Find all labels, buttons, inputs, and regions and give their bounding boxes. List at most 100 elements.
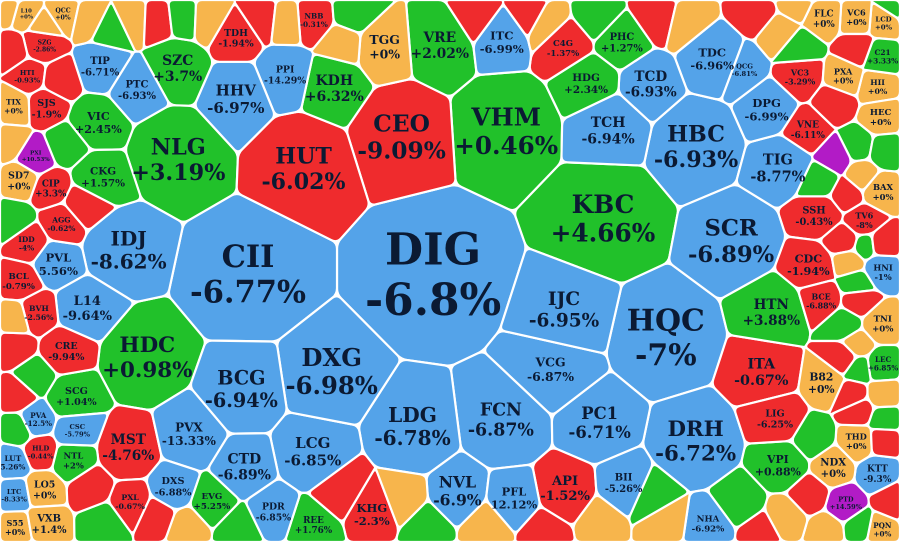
cell-minor[interactable] xyxy=(63,184,117,231)
cell-ticker-idj: IDJ xyxy=(111,227,147,251)
cell-minor[interactable] xyxy=(805,339,856,375)
cell-hld[interactable] xyxy=(22,433,59,472)
cell-ticker-tix: TIX xyxy=(6,98,21,107)
cell-change-bvh: -2.56% xyxy=(24,313,54,322)
cell-change-vc3: -3.29% xyxy=(785,76,816,86)
cell-ticker-flc: FLC xyxy=(814,10,833,20)
cell-change-hqc: -7% xyxy=(635,338,697,373)
cell-change-ceo: -9.09% xyxy=(357,138,446,165)
cell-minor[interactable] xyxy=(0,370,39,414)
cell-minor[interactable] xyxy=(270,0,302,47)
cell-ticker-dxs: DXS xyxy=(162,476,185,487)
cell-minor[interactable] xyxy=(42,52,85,103)
cell-ticker-hec: HEC xyxy=(870,108,892,118)
cell-change-ldg: -6.78% xyxy=(374,426,450,450)
cell-change-tix: +0% xyxy=(4,106,23,115)
cell-minor[interactable] xyxy=(853,233,875,261)
cell-minor[interactable] xyxy=(868,132,900,173)
cell-ticker-lut: LUT xyxy=(5,454,22,463)
cell-minor[interactable] xyxy=(572,494,633,542)
cell-minor[interactable] xyxy=(0,123,35,166)
cell-minor[interactable] xyxy=(754,12,803,61)
cell-minor[interactable] xyxy=(110,0,147,53)
cell-change-pxl: -0.67% xyxy=(115,502,145,511)
cell-minor[interactable] xyxy=(829,174,865,214)
cell-minor[interactable] xyxy=(665,0,723,55)
cell-change-tip: -6.71% xyxy=(81,68,120,79)
cell-minor[interactable] xyxy=(827,32,875,68)
cell-minor[interactable] xyxy=(0,298,30,335)
cell-change-itc: -6.99% xyxy=(480,42,524,56)
cell-ticker-vne: VNE xyxy=(796,121,819,131)
cell-minor[interactable] xyxy=(867,405,900,432)
cell-change-agg: -0.62% xyxy=(47,224,75,233)
cell-minor[interactable] xyxy=(331,0,396,34)
cell-ticker-qcc: QCC xyxy=(55,7,70,14)
cell-minor[interactable] xyxy=(795,160,840,198)
cell-minor[interactable] xyxy=(625,0,677,51)
cell-change-pfl: 12.12% xyxy=(491,498,538,512)
cell-minor[interactable] xyxy=(866,378,900,409)
cell-minor[interactable] xyxy=(527,0,572,53)
cell-change-sd7: +0% xyxy=(7,181,30,192)
cell-change-hut: -6.02% xyxy=(262,169,346,195)
cell-minor[interactable] xyxy=(11,353,58,400)
cell-minor[interactable] xyxy=(167,0,197,42)
cell-ticker-ldg: LDG xyxy=(388,403,437,427)
cell-minor[interactable] xyxy=(28,6,64,37)
cell-change-htn: +3.88% xyxy=(743,313,800,329)
cell-change-evg: +5.25% xyxy=(194,502,231,512)
cell-ijc[interactable] xyxy=(499,247,623,354)
cell-minor[interactable] xyxy=(233,0,277,48)
cell-l14[interactable] xyxy=(54,273,134,343)
cell-ticker-tch: TCH xyxy=(591,115,626,131)
cell-minor[interactable] xyxy=(809,84,861,129)
cell-minor[interactable] xyxy=(308,452,377,522)
cell-minor[interactable] xyxy=(0,0,19,31)
cell-minor[interactable] xyxy=(0,411,32,448)
cell-ticker-bce: BCE xyxy=(812,293,831,302)
cell-minor[interactable] xyxy=(65,464,116,514)
cell-minor[interactable] xyxy=(707,465,769,528)
cell-change-phc: +1.27% xyxy=(601,44,643,55)
cell-ticker-ptc: PTC xyxy=(126,80,149,91)
cell-change-ptd: +14.59% xyxy=(830,503,863,511)
cell-minor[interactable] xyxy=(310,23,362,65)
cell-ticker-bcg: BCG xyxy=(217,367,265,390)
cell-minor[interactable] xyxy=(0,196,39,245)
cell-change-bii: -5.26% xyxy=(605,484,643,495)
cell-minor[interactable] xyxy=(833,269,876,295)
cell-change-pvx: -13.33% xyxy=(162,434,217,448)
cell-minor[interactable] xyxy=(142,0,173,49)
cell-change-kbc: +4.66% xyxy=(551,218,656,247)
cell-change-ree: +1.76% xyxy=(295,526,333,536)
cell-change-tdh: -1.94% xyxy=(218,39,254,50)
cell-change-drh: -6.72% xyxy=(655,442,736,467)
cell-minor[interactable] xyxy=(843,158,880,191)
cell-change-hhv: -6.97% xyxy=(207,99,264,117)
cell-minor[interactable] xyxy=(839,289,886,318)
cell-change-kdh: +6.32% xyxy=(305,89,364,105)
cell-change-api: -1.52% xyxy=(540,489,590,504)
cell-minor[interactable] xyxy=(0,331,40,374)
cell-minor[interactable] xyxy=(831,250,866,278)
cell-change-ita: -0.67% xyxy=(734,373,789,389)
cell-minor[interactable] xyxy=(628,463,689,526)
cell-vcg[interactable] xyxy=(484,330,611,415)
cell-change-nbb: -0.31% xyxy=(300,20,328,29)
cell-minor[interactable] xyxy=(569,0,628,42)
cell-minor[interactable] xyxy=(43,120,91,171)
cell-minor[interactable] xyxy=(791,408,838,461)
cell-change-pvl: 5.56% xyxy=(39,264,78,278)
cell-idd[interactable] xyxy=(0,221,49,264)
cell-minor[interactable] xyxy=(869,428,900,459)
cell-minor[interactable] xyxy=(770,26,830,65)
cell-minor[interactable] xyxy=(831,398,875,427)
cell-minor[interactable] xyxy=(774,0,813,25)
cell-minor[interactable] xyxy=(870,0,900,19)
cell-ticker-bcl: BCL xyxy=(8,272,28,282)
cell-change-hdc: +0.98% xyxy=(102,358,192,383)
cell-change-b82: +0% xyxy=(808,383,835,396)
cell-vic[interactable] xyxy=(66,91,135,152)
